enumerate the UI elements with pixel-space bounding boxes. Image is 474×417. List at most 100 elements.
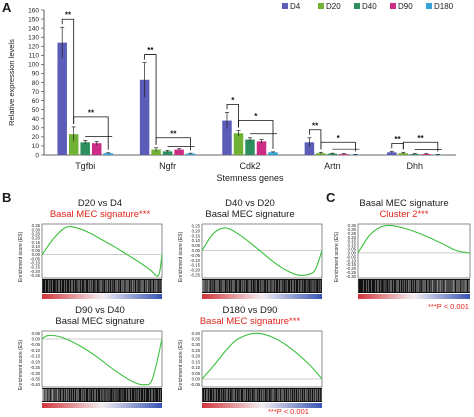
es-tick-label: 0.35 (192, 337, 201, 342)
gsea-title-d180-d90: D180 vs D90 Basal MEC signature*** (199, 305, 301, 327)
bar-d90-cdk2 (256, 141, 267, 155)
bar-d4-tgfbi (57, 42, 67, 155)
es-tick-label: 0.05 (348, 247, 357, 252)
es-tick-label: 0.25 (348, 231, 357, 236)
bar-d4-ngfr (139, 79, 150, 155)
y-tick-label: 100 (28, 62, 39, 69)
gsea-title-d40-d20: D40 vs D20 Basal MEC signature (205, 198, 295, 220)
es-tick-label: -0.05 (346, 254, 356, 259)
y-tick-label: 130 (28, 34, 39, 41)
sig-label: * (254, 112, 258, 121)
bar-d40-artn (327, 153, 338, 155)
gsea-plot-d90-d40: 0.050.00-0.05-0.10-0.15-0.20-0.25-0.30-0… (18, 330, 163, 408)
gsea-plot-d20-d4: 0.350.300.250.200.150.100.050.00-0.05-0.… (18, 223, 163, 299)
bar-d20-tgfbi (68, 134, 79, 155)
sig-label: ** (88, 108, 95, 117)
sig-bracket (238, 120, 274, 149)
bar-d40-tgfbi (80, 142, 90, 155)
category-label: Artn (324, 161, 341, 171)
y-tick-label: 30 (32, 125, 40, 132)
bar-d20-ngfr (151, 149, 161, 155)
es-tick-label: 0.10 (348, 243, 357, 248)
es-tick-label: 0.00 (32, 337, 41, 342)
category-label: Dhh (407, 161, 424, 171)
y-tick-label: 160 (28, 7, 39, 14)
es-tick-label: -0.05 (190, 253, 200, 258)
es-tick-label: -0.20 (190, 268, 200, 273)
es-tick-label: -0.15 (30, 265, 40, 270)
es-tick-label: -0.30 (30, 371, 40, 376)
es-tick-label: 0.25 (32, 231, 41, 236)
legend-label-d4: D4 (290, 2, 301, 11)
hit-marks (357, 280, 470, 292)
legend-swatch-d90 (390, 3, 396, 9)
es-tick-label: 0.40 (192, 331, 201, 336)
es-tick-label: 0.20 (192, 228, 201, 233)
es-curve (201, 227, 323, 276)
bar-d180-tgfbi (103, 153, 113, 155)
es-tick-label: 0.30 (192, 342, 201, 347)
es-tick-label: 0.05 (192, 371, 201, 376)
es-plot-frame (41, 223, 163, 279)
es-tick-label: -0.20 (346, 266, 356, 271)
es-tick-label: 0.25 (192, 223, 201, 228)
bar-d20-cdk2 (233, 133, 244, 155)
es-plot-frame (41, 330, 163, 388)
y-tick-label: 80 (32, 80, 40, 87)
bar-chart: 0 10 20 30 40 50 60 70 80 90 100 110 120 130 140 150 160… (7, 2, 456, 183)
hit-marks (201, 389, 322, 401)
es-tick-label: 0.10 (32, 244, 41, 249)
es-tick-label: 0.20 (348, 235, 357, 240)
es-tick-label: -0.05 (30, 256, 40, 261)
panel-label-b: B (2, 190, 12, 205)
es-tick-label: -0.10 (346, 258, 356, 263)
sig-label: ** (65, 11, 72, 20)
es-curve (41, 334, 163, 386)
es-plot-frame (357, 223, 471, 279)
y-tick-label: 50 (32, 107, 40, 114)
legend-label-d20: D20 (326, 2, 341, 11)
sig-bracket (391, 142, 404, 150)
hit-marks (201, 280, 322, 292)
footnote-c: ***P < 0.001 (428, 302, 469, 311)
es-axis-label: Enrichment score (ES) (18, 232, 24, 283)
es-tick-label: 0.30 (32, 227, 41, 232)
hit-marks (41, 389, 161, 401)
bar-d180-ngfr (185, 153, 196, 155)
sig-label: ** (312, 121, 319, 130)
gsea-title-d90-d40: D90 vs D40 Basal MEC signature (55, 305, 145, 327)
es-axis-label: Enrichment score (ES) (178, 232, 184, 283)
sig-bracket (226, 104, 239, 128)
panel-label-a: A (2, 0, 12, 15)
legend-swatch-d180 (426, 3, 432, 9)
sig-bracket (402, 141, 439, 152)
es-tick-label: 0.35 (32, 223, 41, 228)
es-tick-label: -0.40 (30, 382, 40, 387)
es-tick-label: -0.30 (346, 274, 356, 279)
y-tick-label: 90 (32, 71, 40, 78)
bar-d40-cdk2 (245, 139, 255, 155)
es-axis-label: Enrichment score (ES) (18, 340, 24, 391)
sig-label: ** (170, 129, 177, 138)
es-curve (357, 224, 471, 254)
es-axis-label: Enrichment score (ES) (334, 232, 340, 283)
y-tick-label: 40 (32, 116, 40, 123)
y-tick-label: 140 (28, 25, 39, 32)
bar-d4-artn (304, 142, 315, 155)
rank-bar (202, 294, 322, 299)
sig-bracket (61, 18, 75, 124)
hit-band (358, 279, 470, 293)
es-tick-label: -0.10 (190, 258, 200, 263)
es-axis-label: Enrichment score (ES) (178, 340, 184, 391)
y-axis-label: Relative expression levels (7, 39, 16, 126)
es-tick-label: 0.25 (192, 348, 201, 353)
y-tick-label: 110 (29, 53, 40, 60)
es-tick-label: 0.00 (192, 248, 201, 253)
y-tick-label: 70 (32, 89, 40, 96)
es-tick-label: 0.05 (32, 248, 41, 253)
x-axis-label: Stemness genes (216, 173, 284, 183)
es-plot-frame (201, 330, 323, 388)
sig-label: ** (417, 134, 424, 143)
es-tick-label: 0.00 (192, 377, 201, 382)
hit-marks (41, 280, 162, 292)
